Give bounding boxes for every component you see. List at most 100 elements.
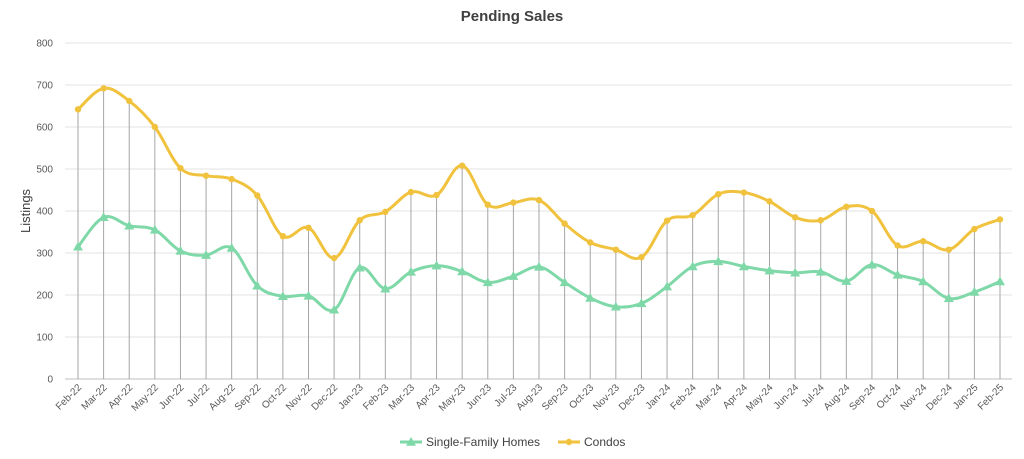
single-family-point bbox=[380, 283, 391, 293]
single-family-point bbox=[610, 301, 621, 311]
condos-point bbox=[433, 191, 440, 199]
x-tick-label: May-22 bbox=[130, 382, 162, 414]
single-family-point bbox=[790, 267, 801, 277]
x-tick-label: Sep-22 bbox=[233, 382, 264, 413]
x-tick-label: Aug-23 bbox=[515, 382, 546, 413]
y-tick-label: 500 bbox=[36, 165, 53, 176]
condos-point bbox=[587, 239, 594, 246]
legend-label: Single-Family Homes bbox=[426, 435, 540, 449]
x-tick-label: Feb-25 bbox=[976, 382, 1006, 412]
condos-point bbox=[663, 217, 671, 224]
condos-point bbox=[279, 233, 287, 240]
single-family-point bbox=[73, 241, 83, 251]
condos-point bbox=[868, 207, 876, 215]
x-tick-label: May-23 bbox=[437, 382, 469, 414]
condos-point bbox=[971, 225, 978, 233]
single-family-point bbox=[764, 265, 775, 275]
y-tick-label: 600 bbox=[36, 123, 53, 134]
y-axis-ticks: 0 100 200 300 400 500 600 700 800 bbox=[36, 39, 53, 386]
condos-point bbox=[356, 217, 363, 224]
x-tick-label: Dec-24 bbox=[924, 382, 955, 413]
condos-point bbox=[177, 164, 184, 172]
single-family-point bbox=[815, 266, 826, 276]
y-axis-label: Listings bbox=[18, 188, 33, 233]
single-family-point bbox=[585, 292, 596, 302]
legend-marker bbox=[565, 438, 573, 446]
condos-point bbox=[945, 246, 952, 253]
y-tick-label: 100 bbox=[36, 333, 53, 344]
single-family-point bbox=[405, 266, 416, 276]
condos-point bbox=[510, 199, 517, 206]
condos-point bbox=[407, 188, 415, 196]
x-tick-label: Jun-24 bbox=[772, 382, 802, 412]
x-tick-label: Jan-23 bbox=[336, 382, 366, 412]
condos-point bbox=[561, 220, 568, 227]
y-tick-label: 200 bbox=[36, 291, 53, 302]
condos-point bbox=[484, 201, 491, 208]
single-family-point bbox=[738, 261, 749, 271]
single-family-point bbox=[866, 259, 877, 269]
y-tick-label: 800 bbox=[36, 39, 53, 50]
condos-point bbox=[715, 191, 722, 198]
single-family-point bbox=[918, 276, 929, 286]
single-family-point bbox=[687, 261, 698, 271]
single-family-point bbox=[534, 261, 544, 271]
single-family-point bbox=[431, 260, 442, 270]
single-family-point bbox=[482, 277, 493, 287]
x-tick-label: Dec-22 bbox=[310, 382, 341, 413]
single-family-point bbox=[559, 277, 570, 287]
condos-point bbox=[228, 175, 235, 183]
single-family-point bbox=[303, 290, 314, 300]
y-tick-label: 0 bbox=[47, 375, 53, 386]
single-family-point bbox=[124, 220, 135, 230]
x-tick-label: Dec-23 bbox=[617, 382, 648, 413]
condos-point bbox=[919, 238, 927, 245]
single-family-point bbox=[508, 271, 519, 280]
single-family-point bbox=[943, 293, 954, 303]
condos-point bbox=[202, 172, 210, 179]
legend-marker bbox=[406, 437, 416, 446]
legend-item: Condos bbox=[558, 435, 625, 449]
x-tick-label: Sep-23 bbox=[540, 382, 571, 413]
drop-lines bbox=[77, 88, 1001, 379]
single-family-point bbox=[329, 304, 340, 314]
x-tick-label: Nov-24 bbox=[899, 382, 930, 413]
x-tick-label: Jun-23 bbox=[464, 382, 494, 412]
condos-point bbox=[330, 254, 338, 262]
condos-point bbox=[638, 254, 645, 261]
single-family-point bbox=[713, 256, 724, 266]
condos-point bbox=[791, 214, 799, 221]
y-tick-label: 400 bbox=[36, 207, 53, 218]
y-tick-label: 700 bbox=[36, 81, 53, 92]
condos-point bbox=[382, 208, 389, 216]
x-tick-label: Mar-23 bbox=[387, 382, 417, 412]
x-tick-label: May-24 bbox=[744, 382, 776, 414]
legend-item: Single-Family Homes bbox=[400, 435, 540, 449]
single-family-point bbox=[457, 266, 468, 276]
condos-point bbox=[766, 198, 773, 205]
condos-point bbox=[305, 224, 312, 231]
condos-point bbox=[689, 212, 696, 219]
x-tick-label: Feb-23 bbox=[361, 382, 391, 412]
x-tick-label: Aug-24 bbox=[822, 382, 853, 413]
y-tick-label: 300 bbox=[36, 249, 53, 260]
x-tick-label: Mar-22 bbox=[80, 382, 110, 412]
condos-point bbox=[151, 123, 159, 131]
condos-point bbox=[100, 85, 107, 92]
single-family-point bbox=[277, 291, 288, 301]
legend: Single-Family Homes Condos bbox=[400, 435, 625, 449]
x-tick-label: Sep-24 bbox=[847, 382, 878, 413]
x-tick-label: Nov-23 bbox=[591, 382, 622, 413]
x-tick-label: Aug-22 bbox=[207, 382, 238, 413]
single-family-point bbox=[149, 224, 160, 234]
single-family-point bbox=[892, 269, 903, 279]
x-tick-label: Feb-22 bbox=[54, 382, 84, 412]
single-family-point bbox=[175, 245, 186, 255]
legend-label: Condos bbox=[584, 435, 625, 449]
condos-point bbox=[74, 106, 82, 113]
condos-point bbox=[458, 162, 466, 169]
single-family-point bbox=[201, 250, 212, 259]
single-family-point bbox=[841, 276, 852, 285]
condos-point bbox=[996, 216, 1004, 223]
condos-point bbox=[817, 217, 824, 224]
